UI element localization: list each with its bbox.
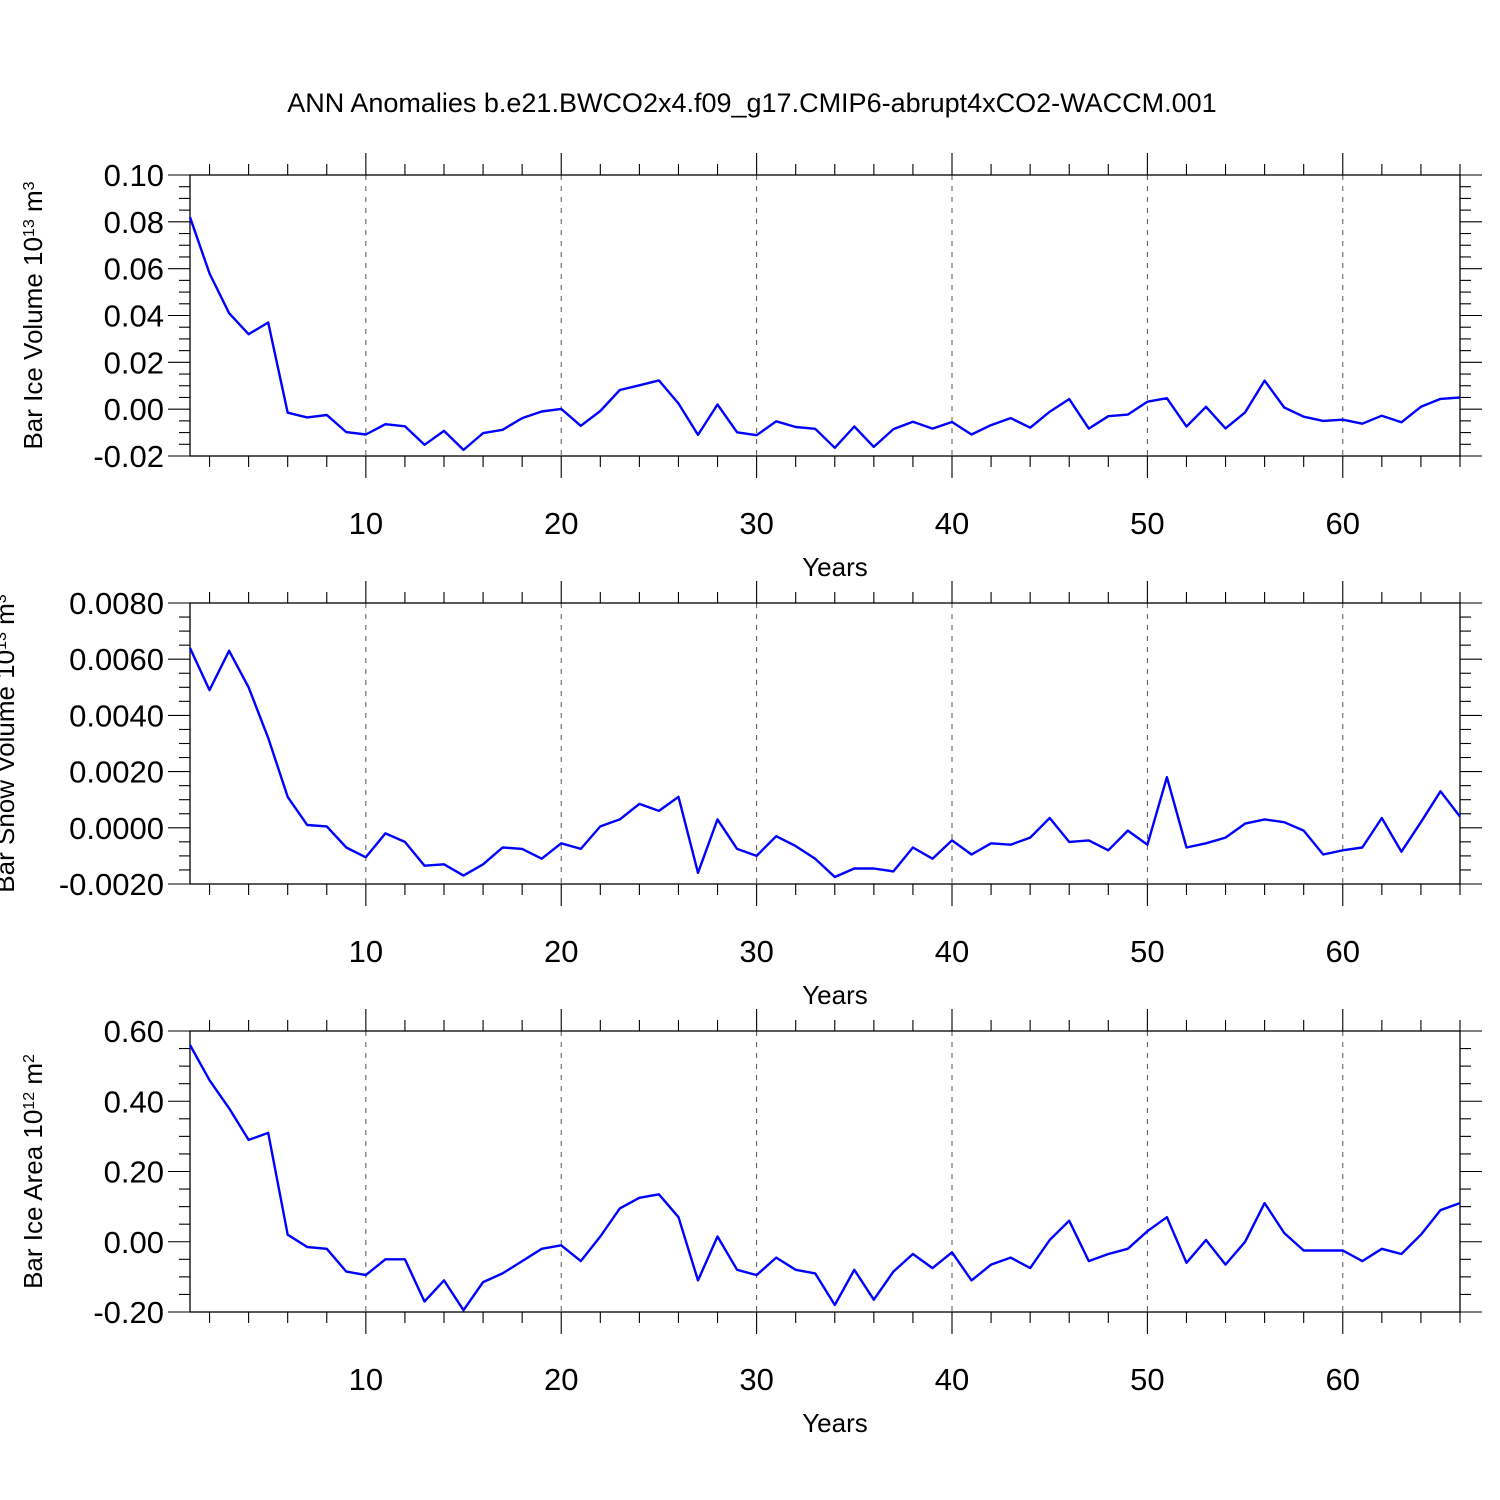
x-tick-label: 30 [739,1362,773,1397]
x-tick-label: 20 [544,506,578,541]
x-tick-label: 10 [349,934,383,969]
x-tick-label: 20 [544,1362,578,1397]
y-tick-label: 0.04 [104,299,164,334]
panel-snow-volume: 10 20 30 40 50 60 -0.0020 0.0000 0.0020 0.0040 0.0… [0,581,1482,1010]
y-tick-label: 0.10 [104,158,164,193]
y-tick-label: 0.0020 [69,755,164,790]
y-tick-label: 0.60 [104,1014,164,1049]
y-tick-label: 0.40 [104,1084,164,1119]
y-tick-label: 0.00 [104,1225,164,1260]
x-tick-label: 30 [739,934,773,969]
x-tick-label: 50 [1130,1362,1164,1397]
panel-ice-area: 10 20 30 40 50 60 -0.20 0.00 0.20 0.40 0.60 Years Ba… [18,1009,1482,1438]
plot-frame [189,602,1461,885]
x-axis-label: Years [802,552,868,582]
series-line-snow-volume [188,647,1461,879]
x-tick-label: 50 [1130,934,1164,969]
x-tick-label: 10 [349,1362,383,1397]
x-tick-label: 40 [935,506,969,541]
panels: 10 20 30 40 50 60 -0.02 0.00 0.02 0.04 0.06 0.08 0.1… [0,153,1482,1438]
x-tick-label: 30 [739,506,773,541]
x-axis-label: Years [802,1408,868,1438]
x-tick-label: 10 [349,506,383,541]
y-tick-label: 0.0080 [69,586,164,621]
y-tick-label: 0.0060 [69,642,164,677]
figure-title: ANN Anomalies b.e21.BWCO2x4.f09_g17.CMIP… [287,88,1216,118]
y-tick-label: -0.20 [93,1295,164,1330]
y-tick-label: 0.00 [104,392,164,427]
plot-frame [189,174,1461,457]
y-tick-label: 0.08 [104,205,164,240]
panel-ice-volume: 10 20 30 40 50 60 -0.02 0.00 0.02 0.04 0.06 0.08 0.1… [18,153,1482,582]
x-tick-label: 60 [1326,506,1360,541]
x-tick-label: 60 [1326,1362,1360,1397]
x-tick-label: 20 [544,934,578,969]
x-tick-label: 40 [935,1362,969,1397]
plot-frame [189,1030,1461,1313]
y-tick-label: 0.06 [104,252,164,287]
series-line-ice-volume [188,216,1461,452]
x-tick-label: 60 [1326,934,1360,969]
x-tick-label: 50 [1130,506,1164,541]
y-tick-label: -0.02 [93,439,164,474]
y-tick-label: 0.0040 [69,698,164,733]
y-axis-label: Bar Ice Area 1012 m2 [18,1054,48,1289]
x-axis-label: Years [802,980,868,1010]
y-tick-label: 0.20 [104,1155,164,1190]
y-axis-label: Bar Ice Volume 1013 m3 [18,181,48,449]
series-line-ice-area [188,1044,1461,1312]
x-tick-label: 40 [935,934,969,969]
y-axis-label: Bar Snow Volume 1013 m3 [0,594,20,893]
y-tick-label: 0.0000 [69,811,164,846]
y-tick-label: -0.0020 [59,867,164,902]
y-tick-label: 0.02 [104,345,164,380]
